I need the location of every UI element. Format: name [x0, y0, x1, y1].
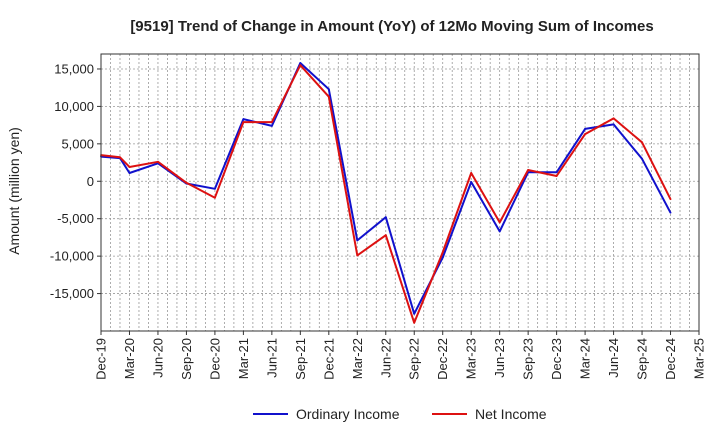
data-point — [299, 64, 302, 67]
data-point — [185, 181, 188, 184]
data-point — [555, 171, 558, 174]
x-tick-label: Sep-23 — [521, 338, 536, 380]
data-point — [441, 251, 444, 254]
y-tick-label: 0 — [87, 174, 94, 189]
x-tick-label: Dec-22 — [435, 338, 450, 380]
legend-label: Ordinary Income — [296, 406, 400, 422]
data-point — [669, 211, 672, 214]
y-tick-label: -10,000 — [50, 249, 94, 264]
x-tick-label: Dec-23 — [549, 338, 564, 380]
x-tick-label: Dec-21 — [321, 338, 336, 380]
data-point — [612, 123, 615, 126]
grid-lines — [101, 54, 699, 331]
data-point — [384, 216, 387, 219]
x-tick-label: Mar-23 — [464, 338, 479, 379]
x-tick-label: Sep-22 — [407, 338, 422, 380]
data-point — [669, 198, 672, 201]
data-point — [128, 166, 131, 168]
data-point — [527, 169, 530, 171]
y-tick-label: -5,000 — [57, 211, 94, 226]
data-point — [356, 254, 359, 257]
x-tick-label: Mar-21 — [236, 338, 251, 379]
x-tick-label: Sep-21 — [293, 338, 308, 380]
x-tick-label: Mar-24 — [578, 338, 593, 379]
x-tick-label: Jun-24 — [606, 338, 621, 378]
data-point — [498, 230, 501, 233]
x-tick-label: Sep-20 — [179, 338, 194, 380]
y-tick-label: 15,000 — [54, 61, 94, 76]
legend: Ordinary Income Net Income — [253, 406, 547, 422]
data-point — [214, 187, 216, 190]
data-point — [356, 239, 359, 242]
data-point — [242, 118, 245, 121]
x-tick-label: Dec-19 — [94, 338, 109, 380]
data-point — [441, 256, 444, 259]
y-axis-ticks: 15,000 10,000 5,000 0 -5,000 -10,000 -15,000 — [50, 61, 101, 301]
data-point — [157, 160, 159, 163]
x-tick-label: Dec-24 — [663, 338, 678, 380]
data-point — [584, 133, 586, 136]
data-point — [470, 172, 473, 174]
plot-frame — [100, 53, 700, 332]
series-line-2 — [100, 64, 672, 324]
data-point — [270, 124, 273, 127]
data-point — [612, 117, 615, 120]
x-tick-label: Mar-20 — [122, 338, 137, 379]
data-point — [470, 181, 473, 183]
data-point — [128, 172, 131, 174]
x-tick-label: Mar-22 — [350, 338, 365, 379]
y-axis-label: Amount (million yen) — [6, 127, 22, 255]
x-tick-label: Jun-22 — [378, 338, 393, 378]
data-point — [413, 321, 416, 324]
x-tick-label: Jun-23 — [492, 338, 507, 378]
chart-title: [9519] Trend of Change in Amount (YoY) o… — [130, 18, 653, 35]
data-point — [119, 156, 121, 159]
x-tick-label: Dec-20 — [207, 338, 222, 380]
data-point — [299, 62, 302, 64]
series-line-1 — [100, 62, 672, 315]
data-point — [641, 157, 643, 160]
x-axis-ticks: Dec-19 Mar-20 Jun-20 Sep-20 Dec-20 Mar-21 Jun-… — [94, 331, 707, 380]
data-point — [498, 221, 501, 224]
x-tick-label: Jun-21 — [264, 338, 279, 378]
data-point — [327, 88, 330, 91]
x-tick-label: Mar-25 — [692, 338, 707, 379]
y-tick-label: 10,000 — [54, 99, 94, 114]
data-point — [413, 312, 416, 315]
x-tick-label: Sep-24 — [635, 338, 650, 380]
data-point — [242, 121, 245, 124]
y-tick-label: -15,000 — [50, 286, 94, 301]
legend-label: Net Income — [475, 406, 547, 422]
data-point — [270, 121, 273, 124]
x-tick-label: Jun-20 — [150, 338, 165, 378]
data-point — [584, 127, 586, 130]
data-point — [384, 234, 387, 237]
data-point — [327, 95, 330, 98]
data-point — [555, 175, 558, 177]
series-group — [100, 62, 672, 324]
data-point — [641, 141, 643, 144]
data-point — [214, 196, 216, 199]
y-tick-label: 5,000 — [61, 136, 94, 151]
